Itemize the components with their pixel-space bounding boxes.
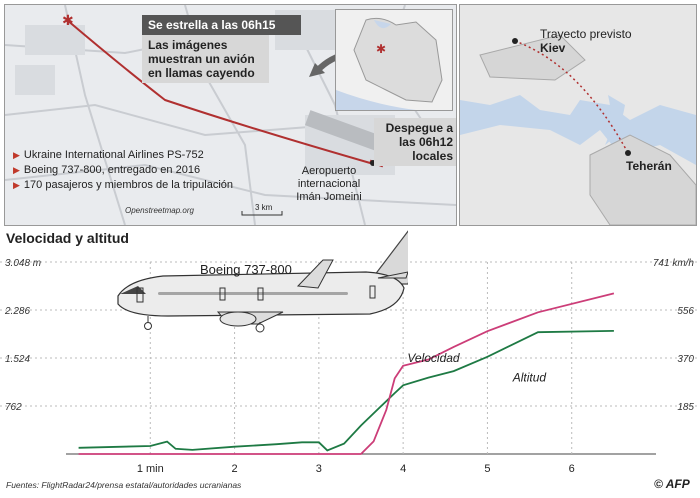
left-tick-label: 762 [5, 402, 22, 413]
scale-label: 3 km [255, 203, 273, 212]
flight-facts: ▶ Ukraine International Airlines PS-752 ▶… [13, 148, 233, 193]
x-tick-label: 3 [316, 463, 322, 475]
svg-text:✱: ✱ [62, 12, 74, 28]
right-tick-label: 741 km/h [653, 258, 695, 269]
chart-title: Velocidad y altitud [6, 230, 129, 246]
x-tick-label: 6 [569, 463, 575, 475]
right-tick-label: 185 [677, 402, 694, 413]
left-tick-label: 2.286 [4, 306, 30, 317]
series-label-velocidad: Velocidad [407, 351, 460, 365]
series-line-velocidad [78, 330, 614, 452]
speed-altitude-chart: 3.048 m 2.286 1.524 762 741 km/h 556 370 185 1 m… [0, 258, 700, 475]
series-label-altitud: Altitud [512, 371, 547, 385]
bullet-icon: ▶ [13, 180, 20, 190]
series-line-altitud [78, 292, 615, 455]
crash-callout: Se estrella a las 06h15 [142, 15, 301, 35]
afp-logo: © AFP [654, 477, 690, 491]
flames-callout: Las imágenes muestran un avión en llamas… [142, 35, 269, 83]
x-tick-label: 4 [400, 463, 406, 475]
kiev-label: Kiev [540, 41, 566, 55]
map-credit: Openstreetmap.org [125, 206, 194, 215]
flight-path [66, 19, 378, 166]
fact-item: ▶ 170 pasajeros y miembros de la tripulac… [13, 179, 234, 191]
fact-item: ▶ Ukraine International Airlines PS-752 [13, 149, 204, 161]
x-tick-label: 2 [232, 463, 238, 475]
planned-route [514, 40, 629, 154]
iran-inset-drawing: ✱ [336, 10, 452, 110]
x-tick-label: 5 [484, 463, 490, 475]
bullet-icon: ▶ [13, 165, 20, 175]
airport-map: ✱ ✱ Se estrella a las 06h15 Las imágenes… [4, 4, 457, 226]
boeing-illustration [117, 230, 408, 333]
takeoff-callout: Despegue a las 06h12 locales [374, 118, 456, 166]
plane-label: Boeing 737-800 [200, 262, 292, 277]
bullet-icon: ▶ [13, 150, 20, 160]
region-map: Trayecto previsto Kiev Teherán [459, 4, 697, 226]
right-tick-label: 370 [677, 354, 694, 365]
afp-logo-text: AFP [665, 477, 690, 491]
right-tick-label: 556 [677, 306, 694, 317]
left-tick-label: 1.524 [5, 354, 30, 365]
x-tick-label: 1 min [137, 463, 164, 475]
svg-text:✱: ✱ [376, 42, 386, 56]
left-tick-label: 3.048 m [5, 258, 41, 269]
source-note: Fuentes: FlightRadar24/prensa estatal/au… [6, 480, 242, 490]
region-map-drawing [460, 5, 696, 225]
fact-item: ▶ Boeing 737-800, entregado en 2016 [13, 164, 201, 176]
tehran-label: Teherán [626, 159, 672, 173]
airport-label: Aeropuerto internacional Imán Jomeini [296, 165, 362, 203]
route-label: Trayecto previsto [540, 27, 632, 41]
afp-logo-icon: © [654, 477, 663, 491]
iran-inset-map: ✱ [335, 9, 453, 111]
